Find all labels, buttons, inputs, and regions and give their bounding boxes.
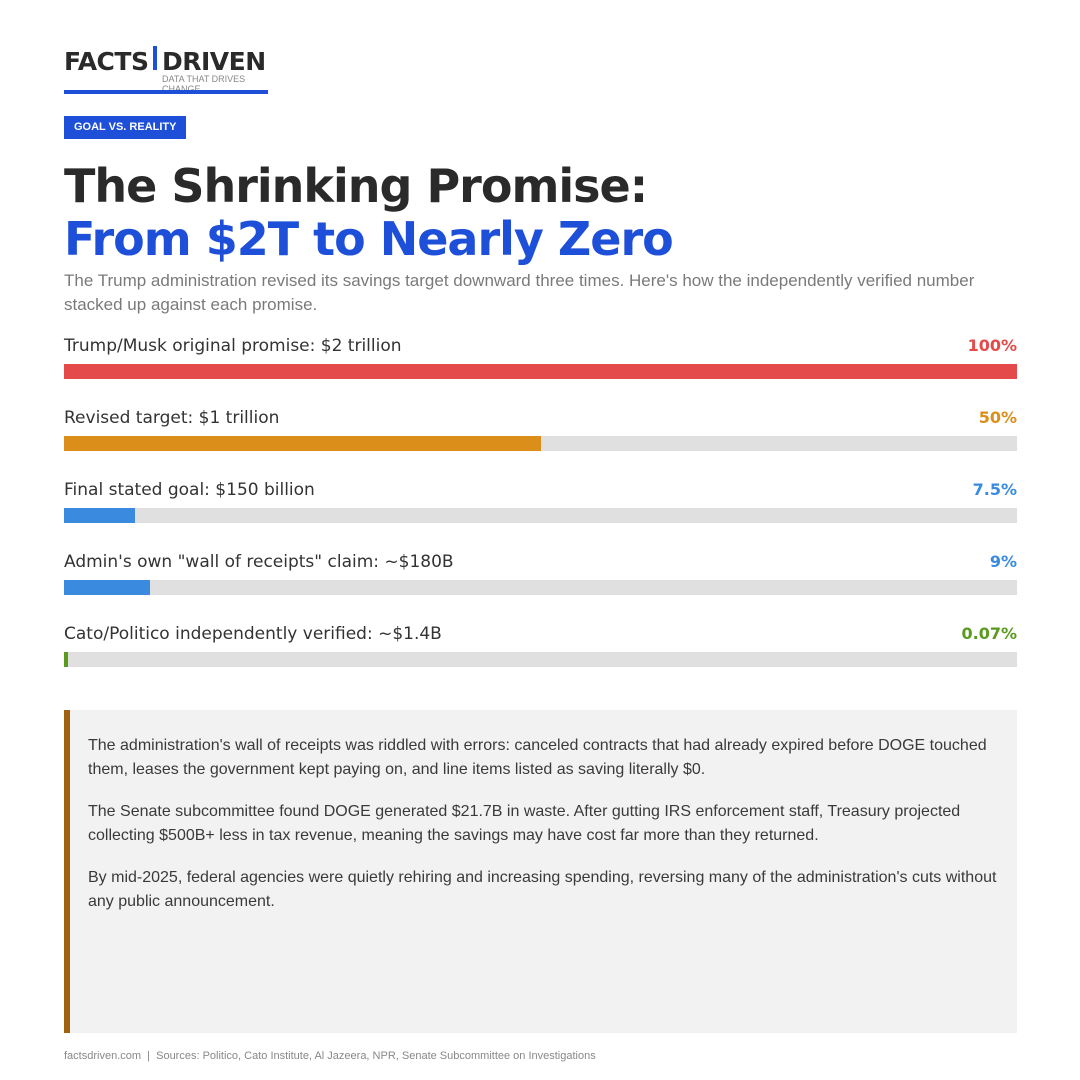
callout-paragraph: The administration's wall of receipts wa… [88, 737, 987, 778]
title-line-1: The Shrinking Promise: [64, 159, 648, 213]
bar-percent: 100% [967, 336, 1017, 355]
callout-paragraph: The Senate subcommittee found DOGE gener… [88, 803, 961, 844]
bar-row: Final stated goal: $150 billion 7.5% [64, 480, 1017, 525]
callout-paragraph: By mid-2025, federal agencies were quiet… [88, 869, 997, 910]
bar-label: Trump/Musk original promise: $2 trillion [64, 336, 402, 356]
bar-track [64, 580, 1017, 595]
bar-label: Revised target: $1 trillion [64, 408, 280, 428]
category-badge: GOAL VS. REALITY [64, 116, 187, 139]
bar-track [64, 508, 1017, 523]
bar-percent: 0.07% [961, 624, 1017, 643]
logo-underline [64, 90, 268, 94]
bar-fill [64, 436, 541, 451]
bar-fill [64, 652, 69, 667]
bar-percent: 7.5% [972, 480, 1017, 499]
bar-row: Trump/Musk original promise: $2 trillion… [64, 336, 1017, 381]
logo-divider [153, 46, 157, 70]
logo-tagline: DATA THAT DRIVES CHANGE [162, 74, 246, 94]
title-line-2: From $2T to Nearly Zero [64, 212, 674, 266]
bar-fill [64, 508, 136, 523]
subtitle: The Trump administration revised its sav… [64, 271, 975, 314]
bar-label: Admin's own "wall of receipts" claim: ~$… [64, 552, 454, 572]
bar-fill [64, 580, 150, 595]
callout-box: The administration's wall of receipts wa… [64, 710, 1017, 1033]
page-title: The Shrinking Promise: From $2T to Nearl… [64, 159, 674, 266]
logo-word-facts: FACTS [64, 47, 149, 76]
bar-row: Admin's own "wall of receipts" claim: ~$… [64, 552, 1017, 597]
bar-percent: 9% [989, 552, 1017, 571]
bar-row: Cato/Politico independently verified: ~$… [64, 624, 1017, 669]
bar-label: Final stated goal: $150 billion [64, 480, 315, 500]
logo-word-driven: DRIVEN [162, 47, 266, 76]
bar-track [64, 364, 1017, 379]
bar-track [64, 436, 1017, 451]
bar-label: Cato/Politico independently verified: ~$… [64, 624, 442, 644]
brand-logo: FACTS DRIVEN DATA THAT DRIVES CHANGE [64, 44, 268, 94]
bar-row: Revised target: $1 trillion 50% [64, 408, 1017, 453]
bar-percent: 50% [978, 408, 1017, 427]
bar-track [64, 652, 1017, 667]
footer-sources: factsdriven.com | Sources: Politico, Cat… [64, 1050, 596, 1062]
bar-fill [64, 364, 1017, 379]
